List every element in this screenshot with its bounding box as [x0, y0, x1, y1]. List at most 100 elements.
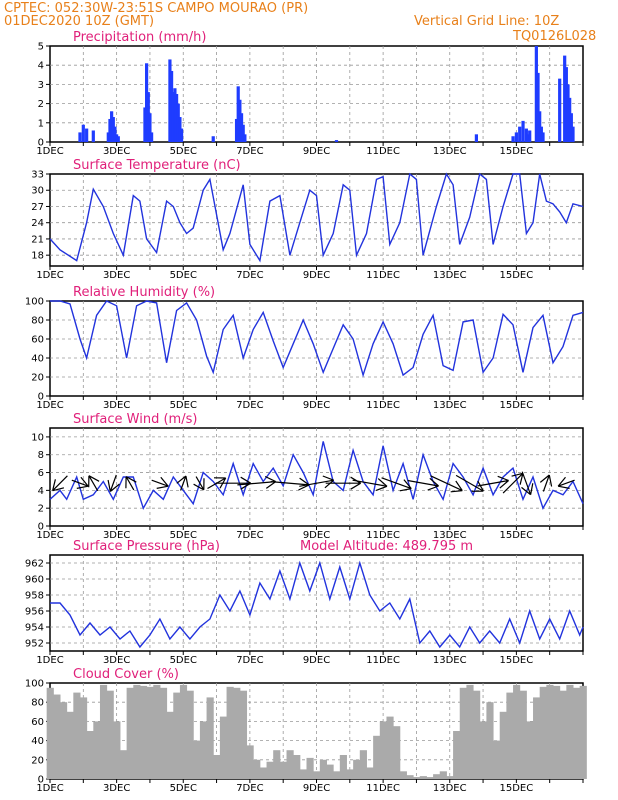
precip-xtick-label: 15DEC: [500, 146, 534, 157]
cloud-cover-bar: [259, 767, 268, 779]
precipitation-bar: [110, 111, 114, 142]
cloud-xtick-label: 13DEC: [433, 783, 467, 794]
wind-arrow: [193, 476, 205, 491]
humidity-panel: 0 20 40 60 80 100 1DEC 3DEC 5DEC 7DEC 9DEC 11DEC 13D…: [25, 285, 584, 411]
pressure-ytick-label: 952: [25, 639, 44, 650]
cloud-cover-bar: [573, 687, 581, 779]
pressure-xtick-label: 7DEC: [236, 655, 263, 666]
precipitation-bar: [150, 132, 154, 142]
humidity-xtick-label: 13DEC: [433, 400, 467, 411]
cloud-cover-bar: [546, 684, 554, 779]
cloud-cover-bar: [513, 684, 521, 779]
precipitation-bar: [178, 117, 182, 142]
pressure-subtitle: Model Altitude: 489.795 m: [300, 539, 473, 554]
precipitation-bar: [148, 113, 152, 142]
cloud-cover-bar: [239, 690, 248, 779]
precipitation-bar: [145, 63, 149, 142]
pressure-xtick-label: 13DEC: [433, 655, 467, 666]
cloud-cover-bar: [126, 687, 134, 779]
cloud-cover-bar: [273, 750, 281, 779]
pressure-ytick-label: 956: [25, 607, 44, 618]
cloud-cover-bar: [246, 745, 254, 779]
cloud-cover-bar: [119, 750, 128, 779]
cloud-cover-bar: [59, 702, 68, 779]
cloud-cover-bar: [46, 687, 54, 779]
humidity-xtick-label: 5DEC: [170, 400, 197, 411]
cloud-cover-bar: [566, 684, 574, 779]
temperature-xtick-label: 3DEC: [103, 270, 130, 281]
precip-xtick-label: 7DEC: [236, 146, 263, 157]
cloud-xtick-label: 5DEC: [170, 783, 197, 794]
wind-xtick-label: 9DEC: [303, 530, 330, 541]
precipitation-bar: [511, 136, 515, 142]
header-station: CPTEC: 052:30W-23:51S CAMPO MOURAO (PR): [4, 1, 308, 16]
cloud-title: Cloud Cover (%): [73, 667, 179, 682]
precipitation-bar: [85, 128, 89, 142]
temperature-xtick-label: 7DEC: [236, 270, 263, 281]
precipitation-bar: [173, 88, 177, 142]
precipitation-bar: [236, 86, 240, 142]
cloud-cover-bar: [406, 775, 414, 779]
wind-arrow: [502, 472, 524, 494]
wind-xtick-label: 13DEC: [433, 530, 467, 541]
cloud-xtick-label: 9DEC: [303, 783, 330, 794]
cloud-cover-bar: [106, 690, 114, 779]
cloud-cover-bar: [426, 777, 434, 779]
precip-xtick-label: 3DEC: [103, 146, 130, 157]
cloud-cover-bar: [519, 690, 527, 779]
wind-xtick-label: 3DEC: [103, 530, 130, 541]
cloud-cover-bar: [459, 687, 467, 779]
cloud-cover-bar: [139, 685, 148, 779]
cloud-cover-bar: [99, 684, 108, 779]
precipitation-bar: [518, 126, 522, 142]
wind-arrow: [52, 475, 68, 492]
cloud-cover-bar: [446, 776, 454, 779]
cloud-cover-bar: [433, 774, 441, 779]
precip-xtick-label: 13DEC: [433, 146, 467, 157]
precipitation-bar: [514, 132, 518, 142]
wind-series-line: [49, 441, 584, 510]
humidity-xtick-label: 9DEC: [303, 400, 330, 411]
humidity-title: Relative Humidity (%): [73, 285, 215, 300]
wind-arrow: [176, 475, 189, 491]
pressure-ytick-label: 954: [25, 623, 44, 634]
precip-xtick-label: 1DEC: [36, 146, 63, 157]
cloud-cover-bar: [419, 776, 427, 779]
wind-xtick-label: 7DEC: [236, 530, 263, 541]
precip-xtick-label: 5DEC: [170, 146, 197, 157]
temperature-ytick-label: 27: [31, 202, 44, 213]
temperature-ytick-label: 24: [31, 218, 44, 229]
cloud-cover-bar: [366, 767, 374, 779]
precipitation-bar: [334, 140, 339, 142]
cloud-cover-bar: [306, 757, 314, 779]
cloud-cover-bar: [186, 690, 194, 779]
humidity-xtick-label: 15DEC: [500, 400, 534, 411]
precipitation-bar: [563, 55, 567, 142]
cloud-cover-bar: [399, 771, 407, 779]
humidity-ytick-label: 40: [31, 354, 44, 365]
humidity-xtick-label: 11DEC: [366, 400, 400, 411]
precip-xtick-label: 11DEC: [366, 146, 400, 157]
pressure-panel: 952 954 956 958 960 962 1DEC 3DEC 5DEC 7DEC 9DEC 11…: [25, 539, 584, 666]
temperature-panel: 18 21 24 27 30 33 1DEC 3DEC 5DEC 7DEC 9DEC 11DEC 13D…: [31, 158, 584, 281]
cloud-cover-bar: [86, 731, 94, 779]
wind-arrow: [88, 475, 100, 492]
cloud-cover-bar: [479, 721, 487, 779]
precip-panel: 0 1 2 3 4 5 1DEC 3DEC 5DEC 7DEC 9DEC 11DEC 13DEC 15DE…: [36, 30, 584, 157]
cloud-cover-bar: [193, 740, 201, 779]
precipitation-bar: [539, 126, 543, 142]
precipitation-bar: [564, 67, 568, 142]
cloud-cover-bar: [326, 764, 334, 779]
wind-ytick-label: 4: [38, 486, 44, 497]
pressure-xtick-label: 9DEC: [303, 655, 330, 666]
cloud-cover-bar: [439, 771, 447, 779]
cloud-xtick-label: 15DEC: [500, 783, 534, 794]
temperature-xtick-label: 13DEC: [433, 270, 467, 281]
cloud-cover-bar: [146, 686, 154, 779]
cloud-ytick-label: 80: [31, 698, 44, 709]
precipitation-bar: [106, 132, 110, 142]
cloud-cover-bar: [173, 692, 181, 779]
cloud-cover-bar: [66, 711, 74, 779]
wind-arrow: [270, 477, 310, 491]
cloud-cover-bar: [233, 687, 241, 779]
